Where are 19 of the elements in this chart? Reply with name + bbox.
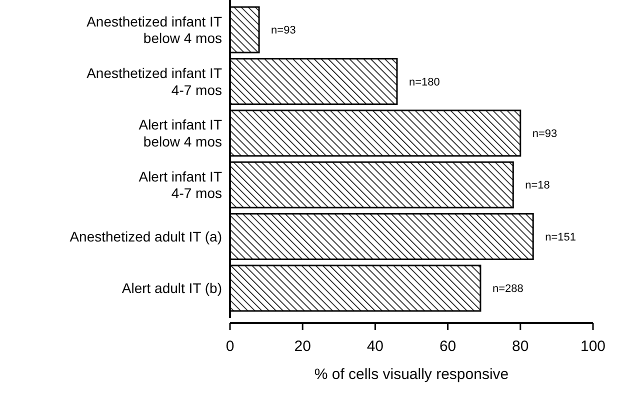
x-tick-label: 20 [294,338,311,355]
x-tick-label: 40 [366,338,384,355]
y-tick-label: Alert infant IT 4-7 mos [138,168,222,202]
x-tick-label: 80 [512,338,529,355]
annotation: n=93 [271,24,296,37]
y-tick-label: Anesthetized adult IT (a) [70,228,222,244]
annotation: n=288 [492,283,524,296]
y-tick-label: Alert infant IT below 4 mos [138,116,222,150]
x-tick-label: 100 [580,338,606,355]
x-tick-label: 0 [226,338,234,355]
x-axis-title: % of cells visually responsive [314,366,509,383]
y-tick-label: Alert adult IT (b) [122,280,222,296]
annotation: n=93 [532,128,558,140]
annotation: n=18 [525,180,550,192]
annotation: n=151 [545,231,576,244]
annotation: n=180 [408,76,440,88]
x-tick-label: 60 [439,338,456,355]
y-tick-label: Anesthetized infant IT below 4 mos [86,13,222,46]
y-tick-label: Anesthetized infant IT 4-7 mos [86,64,222,98]
